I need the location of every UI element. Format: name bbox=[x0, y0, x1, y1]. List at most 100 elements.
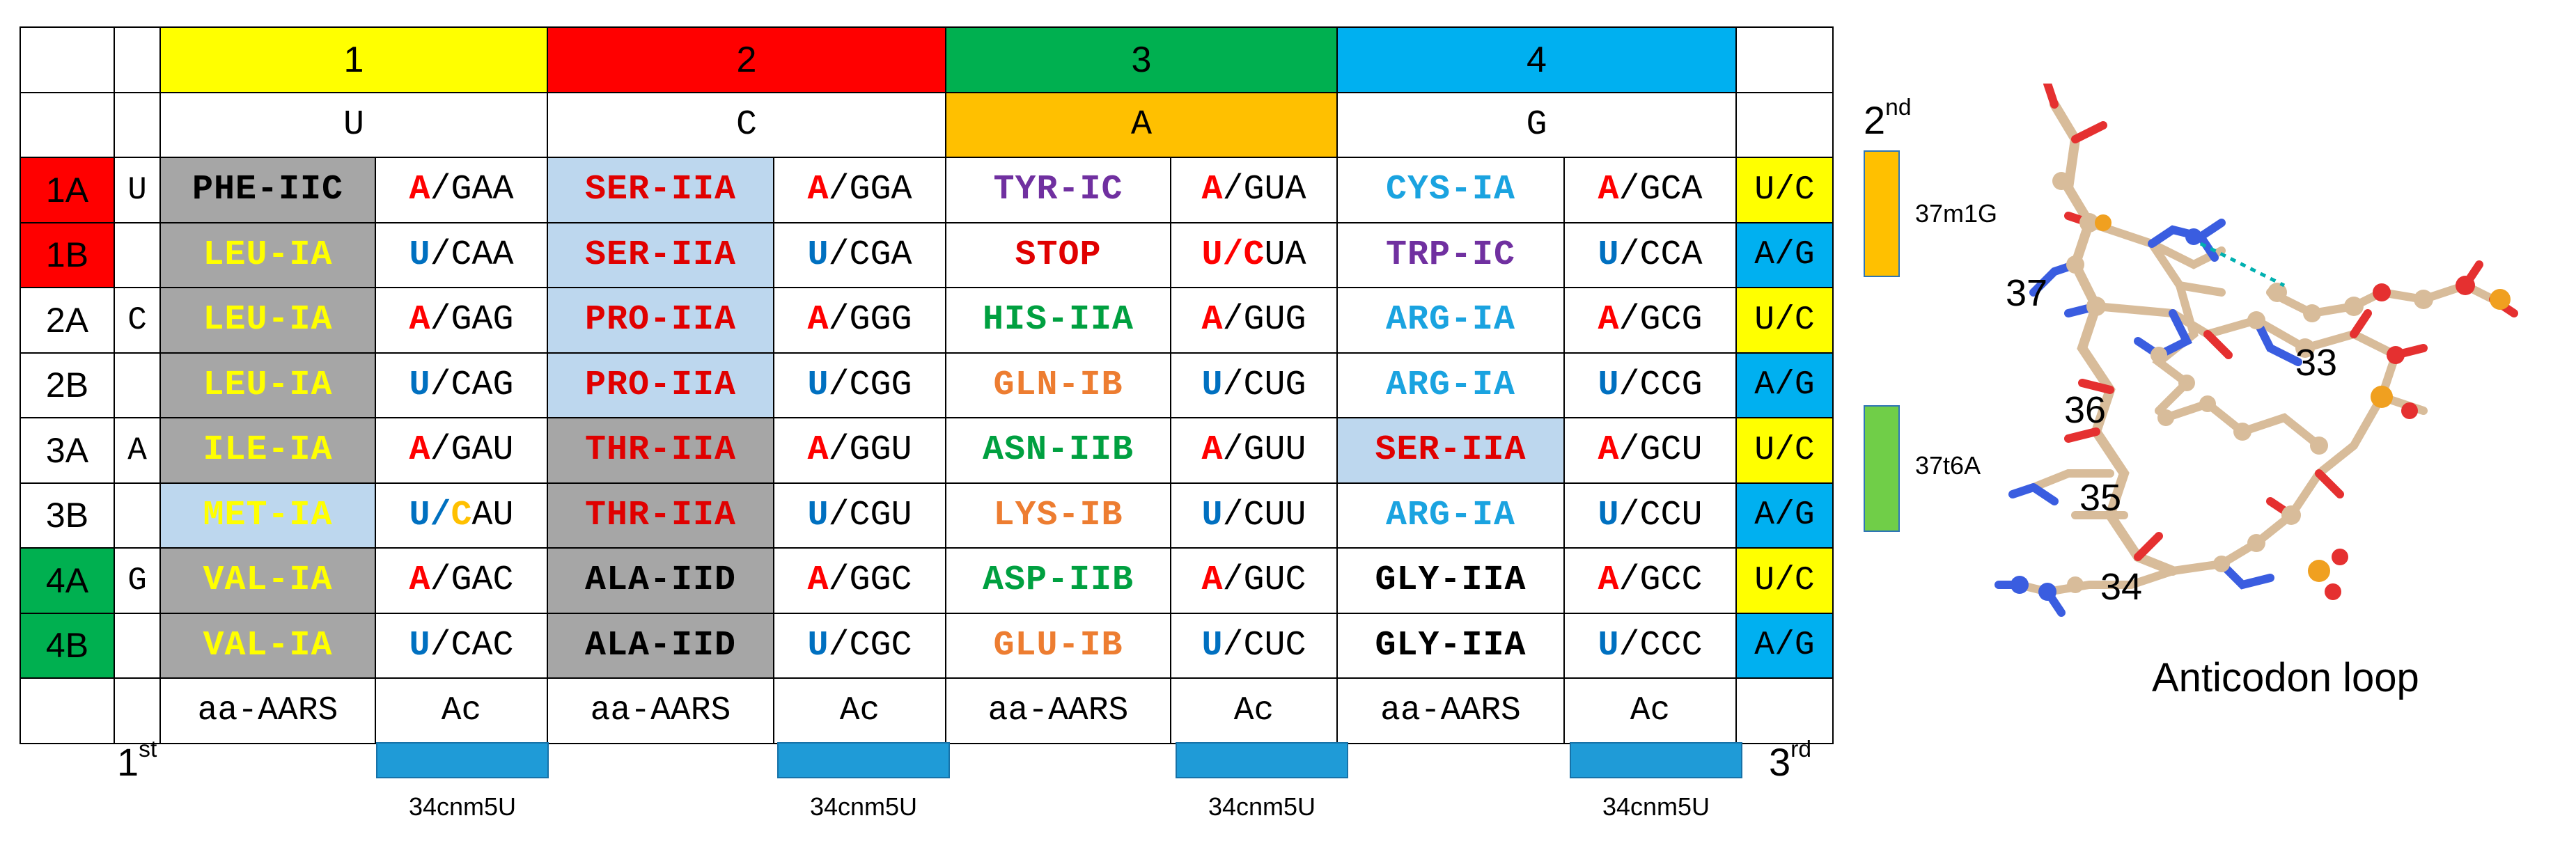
anticodon-rest: /GGA bbox=[828, 170, 912, 210]
amino-acid-cell: LYS-IB bbox=[945, 482, 1171, 549]
row-label: 2B bbox=[19, 352, 115, 418]
first-base: C bbox=[114, 287, 161, 354]
anticodon-rest: /GCA bbox=[1618, 170, 1703, 210]
mod-34-bar-4 bbox=[1570, 742, 1742, 778]
code-row: 4A G VAL-IA A/GAC ALA-IID A/GGC ASP-IIB A/GUC GL… bbox=[19, 547, 1834, 614]
ring-blue bbox=[1995, 219, 2302, 617]
third-base: A/G bbox=[1735, 221, 1834, 288]
anticodon-wobble-base: A bbox=[1201, 300, 1223, 340]
anticodon-cell: A/GCA bbox=[1563, 157, 1737, 223]
anticodon-cell: A/GUA bbox=[1170, 157, 1338, 223]
anticodon-wobble-base: A bbox=[409, 300, 430, 340]
amino-acid-cell: SER-IIA bbox=[547, 157, 774, 223]
footer-ac-label: Ac bbox=[375, 677, 548, 744]
anticodon-cell: A/GCG bbox=[1563, 287, 1737, 354]
anticodon-cell: U/CCC bbox=[1563, 612, 1737, 679]
anticodon-wobble-base: A bbox=[409, 170, 430, 210]
anticodon-wobble-base: U bbox=[1598, 235, 1619, 275]
anticodon-wobble-base: A bbox=[1598, 300, 1619, 340]
anticodon-wobble-base: U bbox=[1201, 495, 1223, 535]
mod-34-label-4: 34cnm5U bbox=[1602, 792, 1710, 821]
anticodon-rest: /GUU bbox=[1222, 430, 1306, 471]
amino-acid-cell: GLY-IIA bbox=[1336, 547, 1565, 614]
first-base bbox=[114, 612, 161, 679]
anticodon-cell: A/GGC bbox=[773, 547, 946, 614]
mod-37t6a-label: 37t6A bbox=[1915, 451, 1981, 480]
footer-aa-label: aa-AARS bbox=[547, 677, 774, 744]
mod-34-bar-3 bbox=[1176, 742, 1348, 778]
amino-acid-cell: ALA-IID bbox=[547, 612, 774, 679]
group-header-1: 1 bbox=[159, 26, 548, 93]
anticodon-wobble-base: A bbox=[409, 430, 430, 471]
anticodon-cell: U/CCG bbox=[1563, 352, 1737, 418]
anticodon-rest: /CAC bbox=[430, 625, 514, 666]
anticodon-wobble-base: A bbox=[1201, 170, 1223, 210]
anticodon-wobble-base: U bbox=[807, 495, 829, 535]
nucleotide-label-33: 33 bbox=[2295, 342, 2338, 384]
amino-acid-cell: VAL-IA bbox=[159, 547, 376, 614]
row-label: 4B bbox=[19, 612, 115, 679]
anticodon-wobble-base: A bbox=[1598, 560, 1619, 601]
row-label: 1A bbox=[19, 157, 115, 223]
amino-acid-cell: ASN-IIB bbox=[945, 417, 1171, 484]
amino-acid-cell: SER-IIA bbox=[1336, 417, 1565, 484]
anticodon-rest: /GGU bbox=[828, 430, 912, 471]
anticodon-cell: A/GUG bbox=[1170, 287, 1338, 354]
anticodon-wobble-base: U bbox=[409, 625, 430, 666]
anticodon-rest: /CUU bbox=[1222, 495, 1306, 535]
anticodon-wobble-base: U bbox=[1598, 365, 1619, 405]
anticodon-wobble-base: U bbox=[409, 365, 430, 405]
anticodon-cell: A/GGU bbox=[773, 417, 946, 484]
anticodon-rest: /GCG bbox=[1618, 300, 1703, 340]
first-base bbox=[114, 221, 161, 288]
anticodon-cell: A/GUU bbox=[1170, 417, 1338, 484]
anticodon-rest: /CAA bbox=[430, 235, 514, 275]
anticodon-wobble-base: U/C bbox=[409, 495, 472, 535]
anticodon-wobble-base: U bbox=[409, 235, 430, 275]
group-header-2: 2 bbox=[547, 26, 946, 93]
second-base-a: A bbox=[945, 91, 1338, 158]
anticodon-wobble-base: U bbox=[807, 235, 829, 275]
first-position-label: 1st bbox=[117, 737, 157, 784]
third-base: A/G bbox=[1735, 612, 1834, 679]
nucleotide-label-34: 34 bbox=[2100, 566, 2143, 608]
code-row: 3B MET-IA U/CAU THR-IIA U/CGU LYS-IB U/CUU ARG-… bbox=[19, 482, 1834, 549]
row-label: 3A bbox=[19, 417, 115, 484]
code-row: 2A C LEU-IA A/GAG PRO-IIA A/GGG HIS-IIA A/GUG AR… bbox=[19, 287, 1834, 354]
amino-acid-cell: ILE-IA bbox=[159, 417, 376, 484]
anticodon-rest: /CUC bbox=[1222, 625, 1306, 666]
anticodon-rest: /CGC bbox=[828, 625, 912, 666]
anticodon-rest: /GUG bbox=[1222, 300, 1306, 340]
third-base: U/C bbox=[1735, 287, 1834, 354]
corner-cell bbox=[114, 26, 161, 93]
anticodon-rest: /GAU bbox=[430, 430, 514, 471]
corner-cell bbox=[114, 677, 161, 744]
anticodon-rest: /CGG bbox=[828, 365, 912, 405]
anticodon-cell: U/CAG bbox=[375, 352, 548, 418]
amino-acid-cell: GLU-IB bbox=[945, 612, 1171, 679]
footer-aa-label: aa-AARS bbox=[945, 677, 1171, 744]
amino-acid-cell: THR-IIA bbox=[547, 417, 774, 484]
code-row: 1A U PHE-IIC A/GAA SER-IIA A/GGA TYR-IC A/GUA CY… bbox=[19, 157, 1834, 223]
mod-34-label-2: 34cnm5U bbox=[809, 792, 918, 821]
first-base bbox=[114, 482, 161, 549]
anticodon-cell: U/CUG bbox=[1170, 352, 1338, 418]
anticodon-rest: /CCG bbox=[1618, 365, 1703, 405]
anticodon-rest: /GAA bbox=[430, 170, 514, 210]
footer-ac-label: Ac bbox=[1170, 677, 1338, 744]
genetic-code-table: 1 2 3 4 U C A G 1A U PHE-IIC A/GAA SER-IIA A/GGA TYR-I… bbox=[19, 26, 1834, 744]
anticodon-rest: /GUA bbox=[1222, 170, 1306, 210]
anticodon-loop-caption: Anticodon loop bbox=[2152, 655, 2419, 700]
third-position-label: 3rd bbox=[1769, 737, 1812, 784]
anticodon-rest: /GGC bbox=[828, 560, 912, 601]
anticodon-rest: UA bbox=[1264, 235, 1306, 275]
anticodon-cell: A/GAC bbox=[375, 547, 548, 614]
amino-acid-cell: GLY-IIA bbox=[1336, 612, 1565, 679]
anticodon-wobble-base: A bbox=[1201, 560, 1223, 601]
third-base: U/C bbox=[1735, 417, 1834, 484]
amino-acid-cell: THR-IIA bbox=[547, 482, 774, 549]
row-label: 2A bbox=[19, 287, 115, 354]
second-base-g: G bbox=[1336, 91, 1737, 158]
second-base-c: C bbox=[547, 91, 946, 158]
